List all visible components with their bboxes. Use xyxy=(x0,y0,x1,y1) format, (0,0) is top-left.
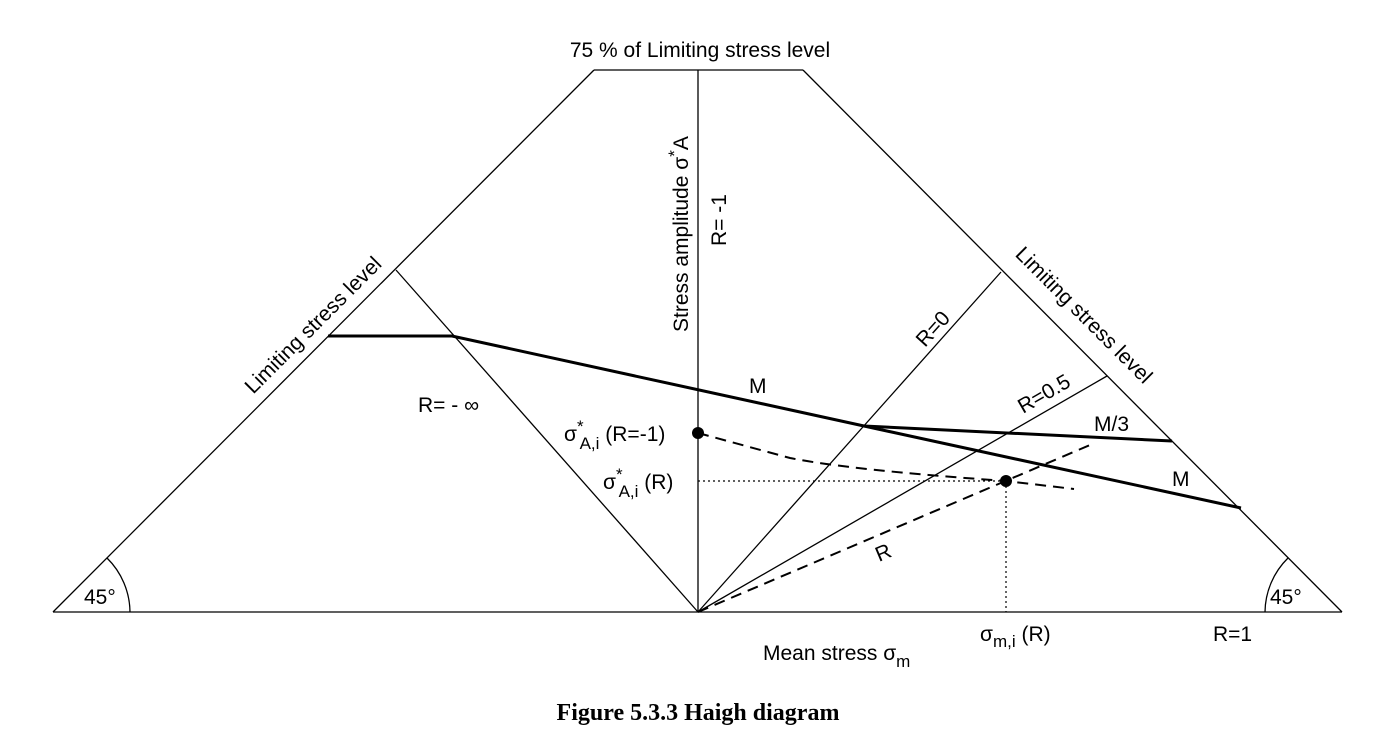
dashed-r-ray xyxy=(697,444,1091,613)
point-sigma-a-r-minus1 xyxy=(692,427,704,439)
sigma-a-r-minus1-label: σ* A,i (R=-1) xyxy=(564,417,665,453)
r-minus-infinity-line xyxy=(395,269,699,613)
mean-stress-axis-label: Mean stress σm xyxy=(763,642,910,671)
m-curve-upper xyxy=(328,334,1242,510)
r-minus-infinity-label: R= - ∞ xyxy=(418,394,479,417)
r-dashed-label: R xyxy=(872,540,895,567)
angle-arc-left xyxy=(106,557,131,613)
r-minus-one-label: R= -1 xyxy=(708,194,731,246)
angle-right-label: 45° xyxy=(1270,586,1302,609)
r-one-label: R=1 xyxy=(1213,623,1252,646)
stress-amplitude-axis-label: Stress amplitude σ*A xyxy=(665,136,693,332)
left-limiting-stress-line xyxy=(52,69,595,613)
sigma-a-r-label: σ* A,i (R) xyxy=(603,465,673,501)
sigma-m-r-label: σm,i (R) xyxy=(980,623,1051,651)
point-sigma-a-r xyxy=(1000,475,1012,487)
m-third-curve xyxy=(863,424,1173,443)
r-zero-label: R=0 xyxy=(912,307,955,351)
right-limiting-label: Limiting stress level xyxy=(1011,242,1157,388)
angle-arc-right xyxy=(1264,557,1289,613)
angle-left-label: 45° xyxy=(84,586,116,609)
dashed-amplitude-curve xyxy=(697,432,1075,490)
right-limiting-stress-line xyxy=(802,69,1343,613)
top-level-label: 75 % of Limiting stress level xyxy=(570,39,830,62)
m-third-label: M/3 xyxy=(1094,413,1129,436)
m-upper-label: M xyxy=(749,375,767,398)
r-half-line xyxy=(697,375,1108,613)
r-half-label: R=0.5 xyxy=(1014,370,1075,418)
m-lower-label: M xyxy=(1172,468,1190,491)
r-zero-line xyxy=(697,271,1002,613)
left-limiting-label: Limiting stress level xyxy=(240,252,386,398)
figure-caption: Figure 5.3.3 Haigh diagram xyxy=(557,700,840,726)
